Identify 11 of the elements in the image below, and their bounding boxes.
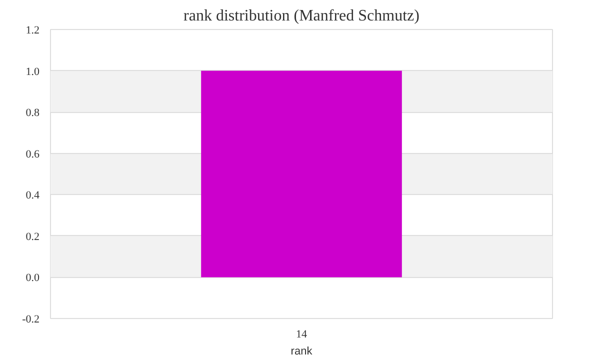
y-tick-label: 0.4 — [26, 190, 40, 202]
x-tick-label: 14 — [296, 328, 308, 340]
y-tick-label: -0.2 — [22, 314, 40, 326]
y-tick-label: 1.2 — [26, 24, 40, 36]
y-tick-label: 1.0 — [26, 66, 40, 78]
y-tick-label: 0.8 — [26, 107, 40, 120]
y-tick-label: 0.6 — [26, 148, 40, 160]
chart-title: rank distribution (Manfred Schmutz) — [184, 8, 420, 24]
y-tick-label: 0.0 — [26, 272, 40, 284]
x-axis-title: rank — [290, 346, 313, 358]
y-tick-label: 0.2 — [26, 230, 40, 243]
